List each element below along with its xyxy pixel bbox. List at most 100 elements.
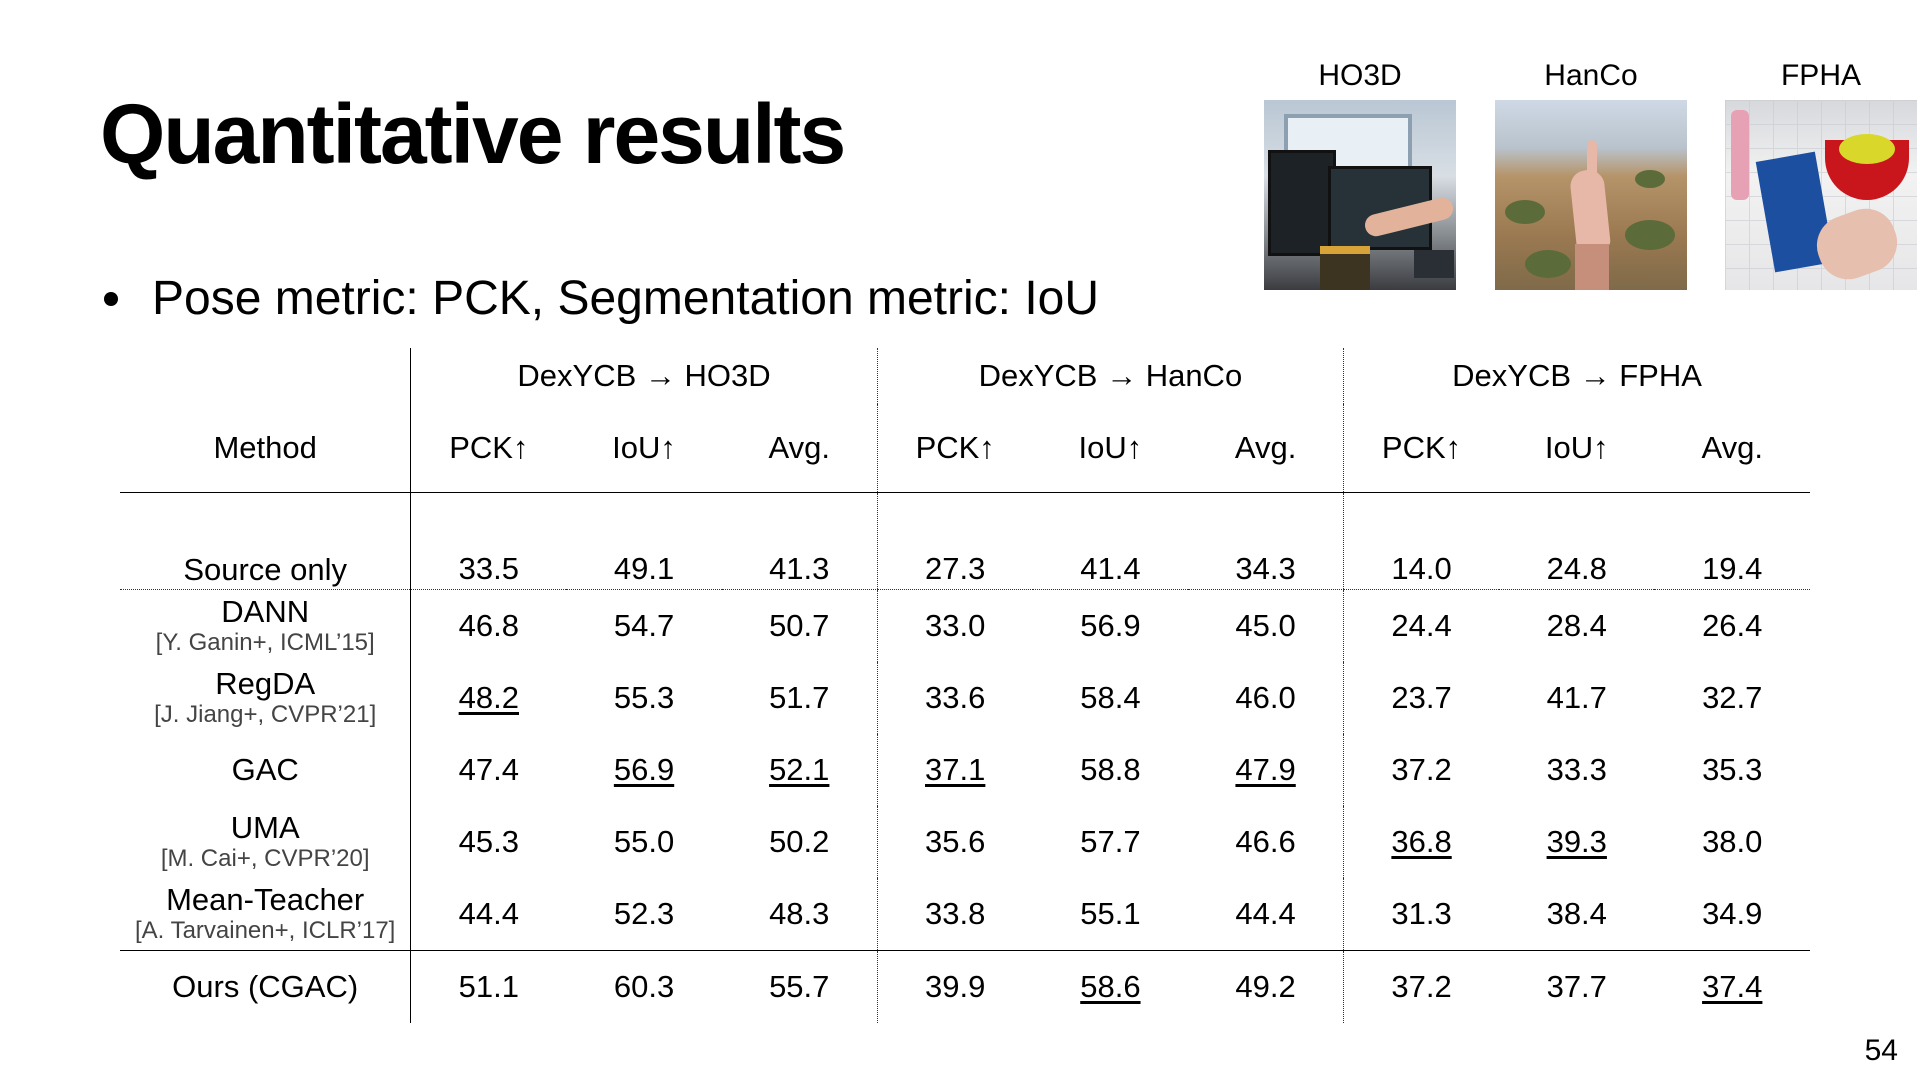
value-cell: 33.8 [876,878,1033,951]
table-row: GAC 47.4 56.9 52.1 37.1 58.8 47.9 37.2 33.3 35… [120,734,1810,806]
value-cell: 56.9 [613,752,675,787]
dataset-label: FPHA [1780,59,1861,92]
value-cell: 48.3 [721,878,878,951]
hanco-sample-image [1495,100,1687,290]
table-row: Mean-Teacher [A. Tarvainen+, ICLR’17] 44.… [120,878,1810,951]
value-cell: 33.6 [876,662,1033,734]
slide-title: Quantitative results [100,87,846,181]
value-cell: 28.4 [1546,608,1607,643]
column-header: PCK↑ [876,404,1033,493]
column-header: PCK↑ [410,404,567,493]
empty-cell [120,348,411,404]
value-cell: 27.3 [876,492,1033,590]
value-cell: 46.8 [410,589,567,662]
table-row: RegDA [J. Jiang+, CVPR’21] 48.2 55.3 51.7 3… [120,662,1810,734]
value-cell: 39.3 [1546,824,1607,859]
value-cell: 38.4 [1499,878,1655,951]
dataset-fpha: FPHA [1725,56,1917,290]
value-cell: 14.0 [1343,492,1500,590]
fpha-sample-image [1725,100,1917,290]
value-cell: 48.2 [410,662,567,734]
value-cell: 33.5 [410,492,567,590]
value-cell: 41.3 [721,492,878,590]
method-name: DANN [221,594,310,629]
value-cell: 56.9 [1080,608,1141,643]
value-cell: 55.7 [769,969,830,1004]
value-cell: 37.2 [1343,734,1500,806]
table-row: DANN [Y. Ganin+, ICML’15] 46.8 54.7 50.7 33… [120,589,1810,663]
value-cell: 45.3 [410,806,567,878]
dataset-hanco: HanCo [1495,56,1687,290]
dataset-label: HanCo [1544,59,1638,92]
value-cell: 31.3 [1343,878,1500,951]
column-header-row: Method PCK↑ IoU↑ Avg. PCK↑ IoU↑ Avg. PCK… [120,404,1810,493]
value-cell: 19.4 [1654,492,1810,590]
value-cell: 35.6 [876,806,1033,878]
value-cell: 36.8 [1343,806,1500,878]
value-cell: 58.6 [1080,969,1141,1004]
ho3d-sample-image [1264,100,1456,290]
value-cell: 55.0 [613,824,675,859]
page-number: 54 [1864,1034,1898,1067]
value-cell: 57.7 [1080,824,1141,859]
method-citation: [J. Jiang+, CVPR’21] [154,701,377,728]
column-header: IoU↑ [1032,404,1189,493]
value-cell: 26.4 [1702,608,1763,643]
value-cell: 41.7 [1546,680,1607,715]
value-cell: 44.4 [410,878,567,951]
method-name: GAC [231,752,299,787]
method-cell: Source only [120,492,411,590]
method-cell: Ours (CGAC) [120,951,411,1024]
column-header: Avg. [1654,404,1810,493]
value-cell: 49.2 [1235,969,1296,1004]
value-cell: 33.3 [1546,752,1607,787]
value-cell: 50.7 [769,608,830,643]
value-cell: 35.3 [1702,752,1763,787]
method-cell: GAC [120,734,411,806]
value-cell: 50.2 [769,824,830,859]
column-header: IoU↑ [1499,404,1655,493]
method-cell: Mean-Teacher [A. Tarvainen+, ICLR’17] [120,878,411,951]
value-cell: 24.4 [1343,589,1500,662]
method-header: Method [120,404,411,493]
value-cell: 51.7 [769,680,830,715]
value-cell: 38.0 [1702,824,1763,859]
value-cell: 37.4 [1702,969,1763,1004]
value-cell: 47.9 [1235,752,1296,787]
column-header: Avg. [721,404,878,493]
bullet-text: Pose metric: PCK, Segmentation metric: I… [152,272,1100,325]
table-row: UMA [M. Cai+, CVPR’20] 45.3 55.0 50.2 35.6 5… [120,806,1810,878]
column-header: PCK↑ [1343,404,1500,493]
value-cell: 47.4 [410,734,567,806]
group-header: DexYCB → HanCo [876,348,1344,404]
value-cell: 37.1 [876,734,1033,806]
method-citation: [Y. Ganin+, ICML’15] [155,629,375,656]
value-cell: 54.7 [613,608,675,643]
method-cell: DANN [Y. Ganin+, ICML’15] [120,590,411,663]
dataset-ho3d: HO3D [1264,56,1456,290]
method-name: Ours (CGAC) [172,969,359,1004]
value-cell: 55.1 [1032,878,1189,951]
group-header: DexYCB → HO3D [410,348,878,404]
value-cell: 37.7 [1546,969,1607,1004]
column-header: IoU↑ [566,404,722,493]
bullet-dot-icon [104,291,118,306]
value-cell: 49.1 [566,492,722,590]
dataset-label: HO3D [1318,59,1402,92]
method-name: UMA [230,810,300,845]
results-table: DexYCB → HO3D DexYCB → HanCo DexYCB → FP… [120,348,1810,1023]
value-cell: 44.4 [1188,878,1344,951]
value-cell: 58.8 [1080,752,1141,787]
value-cell: 34.9 [1654,878,1810,951]
value-cell: 41.4 [1032,492,1189,590]
method-citation: [M. Cai+, CVPR’20] [160,845,370,872]
method-cell: UMA [M. Cai+, CVPR’20] [120,806,411,878]
bullet-item: Pose metric: PCK, Segmentation metric: I… [100,270,1099,328]
value-cell: 24.8 [1499,492,1655,590]
value-cell: 52.3 [566,878,722,951]
method-name: Source only [183,552,348,587]
value-cell: 32.7 [1702,680,1763,715]
value-cell: 39.9 [876,950,1033,1023]
value-cell: 46.6 [1235,824,1296,859]
value-cell: 45.0 [1235,608,1296,643]
